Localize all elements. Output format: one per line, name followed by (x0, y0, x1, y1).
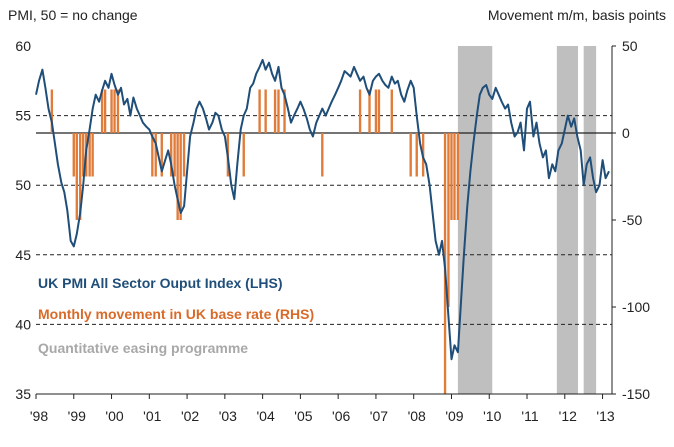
base-rate-bar-40 (453, 133, 456, 220)
base-rate-bar-layer (50, 89, 460, 394)
left-axis-title: PMI, 50 = no change (8, 7, 138, 23)
base-rate-bar-7 (91, 133, 94, 177)
right-axis-title: Movement m/m, basis points (488, 7, 666, 23)
base-rate-bar-15 (160, 133, 163, 177)
qe-period-1 (556, 46, 579, 394)
x-tick-label-12: '10 (483, 408, 501, 424)
base-rate-bar-30 (368, 89, 371, 133)
left-tick-label-35: 35 (15, 386, 31, 402)
base-rate-bar-28 (321, 133, 324, 177)
x-tick-label-8: '06 (332, 408, 350, 424)
pmi-line-layer (35, 58, 610, 361)
x-tick-label-5: '03 (219, 408, 237, 424)
left-tick-label-40: 40 (15, 316, 31, 332)
pmi-series-line (35, 58, 610, 361)
x-tick-label-15: '13 (596, 408, 614, 424)
x-tick-label-13: '11 (521, 408, 538, 424)
axis-layer: 35 40 45 50 55 60 -150 -100 -50 0 50 '98 '99 '00 '01 '0… (15, 38, 650, 424)
base-rate-bar-20 (182, 133, 186, 177)
base-rate-bar-35 (415, 133, 418, 177)
right-tick-label-50: 50 (622, 38, 638, 54)
legend-base-rate-label: Monthly movement in UK base rate (RHS) (38, 306, 314, 322)
base-rate-bar-1 (72, 133, 75, 177)
base-rate-bar-4 (82, 133, 85, 177)
base-rate-bar-8 (100, 89, 104, 133)
base-rate-bar-41 (456, 133, 460, 220)
base-rate-bar-9 (103, 89, 107, 133)
base-rate-bar-22 (242, 133, 245, 177)
base-rate-bar-12 (116, 89, 120, 133)
base-rate-bar-2 (75, 133, 78, 220)
base-rate-bar-6 (88, 133, 91, 177)
base-rate-bar-3 (79, 133, 82, 220)
base-rate-bar-26 (277, 89, 280, 133)
base-rate-bar-34 (409, 133, 412, 177)
base-rate-bar-17 (173, 133, 176, 177)
base-rate-bar-19 (179, 133, 182, 220)
legend-qe-label: Quantitative easing programme (38, 340, 248, 356)
x-tick-label-6: '04 (256, 408, 274, 424)
base-rate-bar-33 (390, 89, 393, 133)
x-tick-label-2: '00 (105, 408, 123, 424)
base-rate-bar-16 (170, 133, 173, 177)
x-tick-label-11: '09 (445, 408, 463, 424)
qe-period-0 (457, 46, 493, 394)
x-tick-label-1: '99 (68, 408, 86, 424)
right-tick-label--50: -50 (622, 212, 642, 228)
left-tick-label-60: 60 (15, 38, 31, 54)
base-rate-bar-11 (113, 89, 116, 133)
left-tick-label-45: 45 (15, 247, 31, 263)
x-tick-label-4: '02 (181, 408, 199, 424)
base-rate-bar-13 (151, 133, 154, 177)
base-rate-bar-0 (50, 89, 54, 133)
base-rate-bar-18 (176, 133, 179, 220)
base-rate-bar-25 (273, 89, 277, 133)
x-tick-label-0: '98 (30, 408, 48, 424)
base-rate-bar-31 (374, 89, 378, 133)
right-tick-label-0: 0 (622, 125, 630, 141)
left-tick-label-55: 55 (15, 108, 31, 124)
left-tick-label-50: 50 (15, 177, 31, 193)
right-tick-label--150: -150 (622, 386, 650, 402)
base-rate-bar-27 (283, 89, 286, 133)
x-tick-label-10: '08 (408, 408, 426, 424)
base-rate-bar-29 (358, 89, 362, 133)
right-tick-label--100: -100 (622, 299, 650, 315)
legend-pmi-label: UK PMI All Sector Ouput Index (LHS) (38, 275, 283, 291)
x-tick-label-14: '12 (559, 408, 577, 424)
base-rate-bar-39 (450, 133, 453, 220)
base-rate-bar-23 (258, 89, 261, 133)
base-rate-bar-10 (110, 89, 113, 133)
x-tick-label-7: '05 (294, 408, 312, 424)
base-rate-bar-38 (447, 133, 450, 307)
base-rate-bar-24 (264, 89, 267, 133)
base-rate-bar-32 (377, 89, 381, 133)
x-tick-label-3: '01 (143, 408, 161, 424)
x-tick-label-9: '07 (370, 408, 388, 424)
qe-period-2 (583, 46, 597, 394)
base-rate-bar-14 (154, 133, 157, 177)
